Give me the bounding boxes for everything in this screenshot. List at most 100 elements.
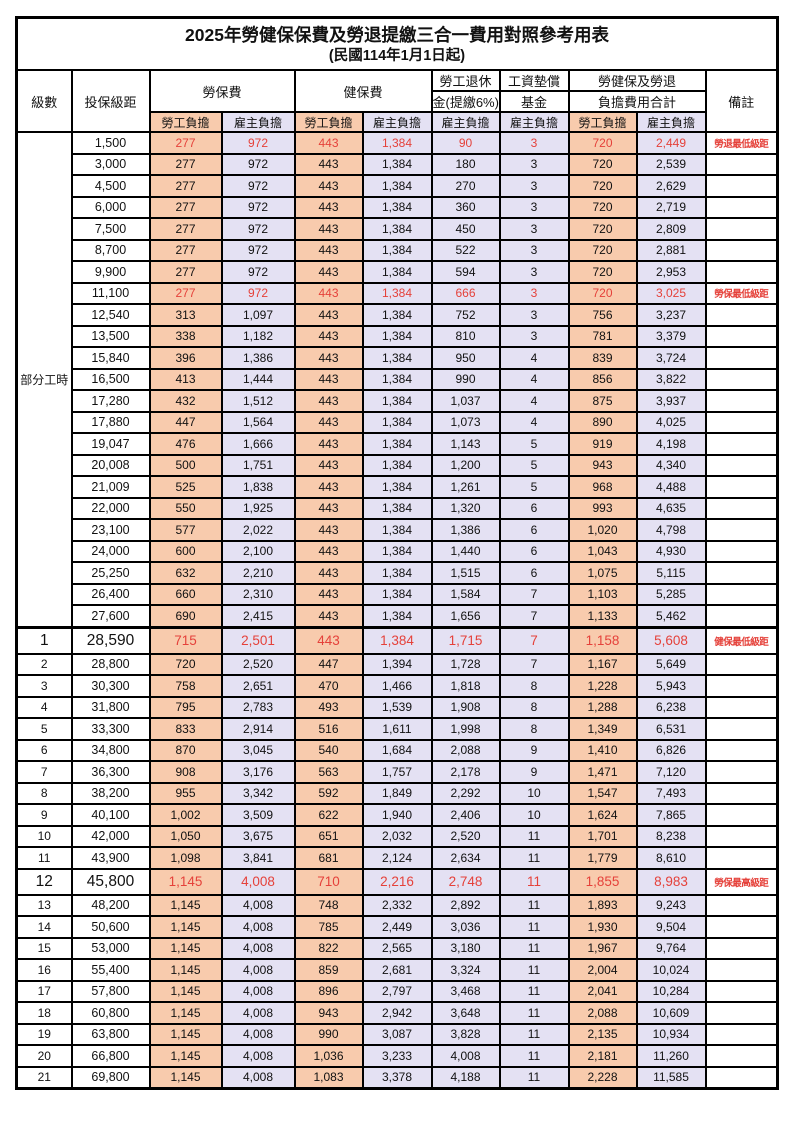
table-row: 21 69,800 1,145 4,008 1,083 3,378 4,188 11 2,228…: [15, 1065, 779, 1090]
bracket-cell: 33,300: [70, 717, 151, 741]
cell-total-employee: 1,410: [567, 738, 638, 762]
cell-pension-employer: 2,178: [430, 760, 501, 784]
table-row: 25,250 632 2,210 443 1,384 1,515 6 1,075 5,115: [17, 561, 779, 585]
cell-total-employer: 6,826: [635, 738, 707, 762]
cell-pension-employer: 4,188: [430, 1065, 501, 1090]
cell-health-employer: 3,233: [361, 1044, 433, 1068]
table-row: 10 42,000 1,050 3,675 651 2,032 2,520 11 1,701 8,…: [15, 824, 779, 848]
remark-cell: [704, 475, 779, 499]
cell-health-employee: 1,083: [293, 1065, 364, 1090]
bracket-cell: 21,009: [70, 475, 151, 499]
cell-health-employer: 1,384: [361, 217, 433, 241]
bracket-cell: 7,500: [70, 217, 151, 241]
remark-cell: [704, 195, 779, 219]
cell-health-employer: 1,611: [361, 717, 433, 741]
bracket-cell: 34,800: [70, 738, 151, 762]
table-row: 19 63,800 1,145 4,008 990 3,087 3,828 11 2,135 10…: [15, 1022, 779, 1046]
cell-pension-employer: 3,828: [430, 1022, 501, 1046]
remark-cell: 勞退最低級距: [704, 131, 779, 155]
cell-total-employee: 1,228: [567, 674, 638, 698]
bracket-cell: 40,100: [70, 803, 151, 827]
level-cell: 5: [15, 717, 73, 741]
bracket-cell: 66,800: [70, 1044, 151, 1068]
remark-cell: [704, 518, 779, 542]
cell-total-employee: 1,133: [567, 604, 638, 628]
remark-cell: [704, 324, 779, 348]
page-subtitle: (民國114年1月1日起): [328, 47, 466, 64]
bracket-cell: 63,800: [70, 1022, 151, 1046]
cell-total-employee: 756: [567, 303, 638, 327]
cell-labor-employer: 1,925: [220, 496, 296, 520]
remark-cell: [704, 803, 779, 827]
cell-health-employee: 443: [293, 518, 364, 542]
cell-health-employer: 2,216: [361, 867, 433, 896]
remark-cell: [704, 152, 779, 176]
cell-labor-employee: 1,145: [148, 1022, 223, 1046]
cell-pension-employer: 1,908: [430, 695, 501, 719]
cell-health-employer: 1,384: [361, 432, 433, 456]
cell-health-employer: 2,032: [361, 824, 433, 848]
cell-pension-employer: 1,728: [430, 652, 501, 676]
cell-total-employee: 890: [567, 410, 638, 434]
table-row: 4,500 277 972 443 1,384 270 3 720 2,629: [17, 174, 779, 198]
table-row: 17,280 432 1,512 443 1,384 1,037 4 875 3,937: [17, 389, 779, 413]
header-wagefund-line1: 工資墊償: [498, 69, 570, 92]
page-title: 2025年勞健保保費及勞退提繳三合一費用對照參考用表: [185, 24, 609, 45]
cell-total-employee: 2,181: [567, 1044, 638, 1068]
cell-labor-employer: 3,176: [220, 760, 296, 784]
cell-total-employer: 3,937: [635, 389, 707, 413]
level-cell: 6: [15, 738, 73, 762]
cell-total-employer: 9,243: [635, 893, 707, 917]
cell-total-employer: 4,340: [635, 453, 707, 477]
cell-labor-employee: 550: [148, 496, 223, 520]
cell-total-employer: 2,449: [635, 131, 707, 155]
remark-cell: [704, 1022, 779, 1046]
cell-health-employee: 443: [293, 389, 364, 413]
remark-cell: 勞保最高級距: [704, 867, 779, 896]
cell-labor-employee: 1,145: [148, 958, 223, 982]
table-row: 21,009 525 1,838 443 1,384 1,261 5 968 4,488: [17, 475, 779, 499]
remark-cell: 勞保最低級距: [704, 281, 779, 305]
cell-total-employee: 1,471: [567, 760, 638, 784]
cell-pension-employer: 1,037: [430, 389, 501, 413]
cell-labor-employee: 795: [148, 695, 223, 719]
bracket-cell: 23,100: [70, 518, 151, 542]
cell-wagefund-employer: 8: [498, 695, 570, 719]
level-cell: 14: [15, 915, 73, 939]
cell-total-employee: 2,004: [567, 958, 638, 982]
cell-total-employer: 5,462: [635, 604, 707, 628]
cell-health-employer: 1,384: [361, 281, 433, 305]
cell-pension-employer: 3,648: [430, 1001, 501, 1025]
cell-labor-employer: 4,008: [220, 936, 296, 960]
cell-health-employee: 443: [293, 131, 364, 155]
cell-total-employer: 10,609: [635, 1001, 707, 1025]
remark-cell: [704, 1001, 779, 1025]
cell-labor-employer: 4,008: [220, 1044, 296, 1068]
cell-total-employer: 10,024: [635, 958, 707, 982]
cell-wagefund-employer: 4: [498, 389, 570, 413]
header-pension-line2: 金(提繳6%): [430, 90, 501, 113]
level-cell: 20: [15, 1044, 73, 1068]
cell-labor-employer: 4,008: [220, 867, 296, 896]
table-row: 9,900 277 972 443 1,384 594 3 720 2,953: [17, 260, 779, 284]
remark-cell: [704, 674, 779, 698]
cell-pension-employer: 594: [430, 260, 501, 284]
cell-health-employer: 1,384: [361, 131, 433, 155]
cell-wagefund-employer: 6: [498, 496, 570, 520]
cell-total-employee: 1,158: [567, 625, 638, 655]
cell-pension-employer: 990: [430, 367, 501, 391]
cell-labor-employee: 715: [148, 625, 223, 655]
remark-cell: [704, 652, 779, 676]
table-row: 9 40,100 1,002 3,509 622 1,940 2,406 10 1,624 7,8…: [15, 803, 779, 827]
cell-labor-employer: 2,210: [220, 561, 296, 585]
cell-health-employer: 1,940: [361, 803, 433, 827]
cell-labor-employer: 4,008: [220, 1001, 296, 1025]
cell-total-employee: 839: [567, 346, 638, 370]
cell-labor-employer: 2,783: [220, 695, 296, 719]
table-row: 20 66,800 1,145 4,008 1,036 3,233 4,008 11 2,181…: [15, 1044, 779, 1068]
part-time-merged-cell: 部分工時: [15, 131, 73, 628]
cell-pension-employer: 522: [430, 238, 501, 262]
cell-pension-employer: 1,386: [430, 518, 501, 542]
cell-total-employer: 2,809: [635, 217, 707, 241]
cell-pension-employer: 2,088: [430, 738, 501, 762]
